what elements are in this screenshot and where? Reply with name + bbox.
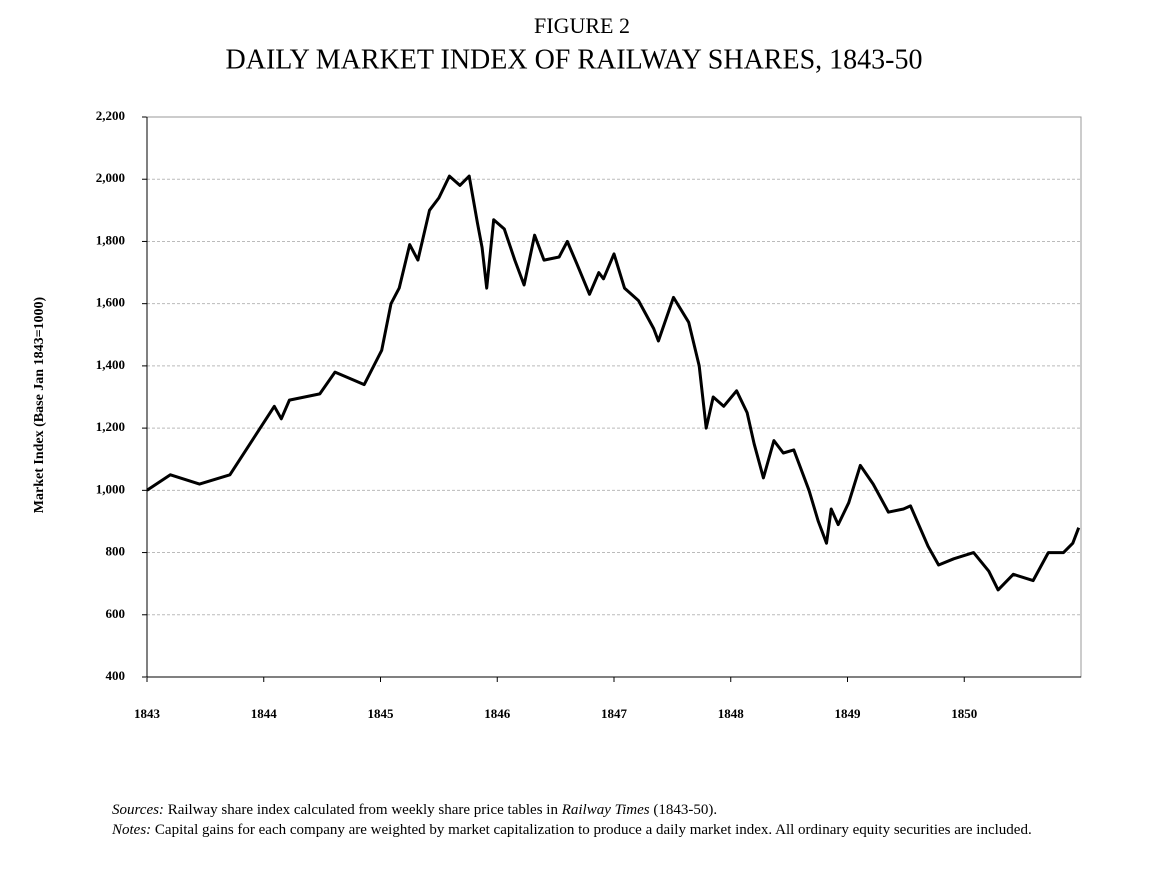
x-tick-label: 1848 (718, 706, 745, 721)
x-tick-label: 1849 (835, 706, 862, 721)
plot-frame (146, 116, 1082, 678)
x-tick-label: 1850 (951, 706, 977, 721)
y-tick-label: 1,200 (96, 419, 125, 434)
sources-text: Railway share index calculated from week… (167, 802, 558, 818)
index-line (146, 174, 1081, 592)
y-tick-label: 1,000 (96, 481, 125, 496)
sources: Sources: Railway share index calculated … (112, 800, 1132, 820)
x-tick-label: 1847 (601, 706, 628, 721)
y-tick-label: 400 (106, 668, 126, 683)
chart-subtitle: DAILY MARKET INDEX OF RAILWAY SHARES, 18… (226, 44, 923, 75)
y-tick-label: 1,800 (96, 232, 125, 247)
notes-label: Notes: (112, 822, 152, 838)
y-tick-label: 1,400 (96, 357, 125, 372)
x-tick-label: 1846 (484, 706, 511, 721)
x-tick-label: 1843 (134, 706, 161, 721)
y-axis-label: Market Index (Base Jan 1843=1000) (32, 296, 47, 513)
y-tick-label: 2,200 (96, 108, 125, 123)
y-tick-label: 2,000 (96, 170, 125, 185)
y-tick-label: 600 (106, 606, 126, 621)
x-tick-label: 1844 (251, 706, 278, 721)
sources-italic: Railway Times (561, 802, 650, 818)
sources-end: (1843-50). (653, 802, 718, 818)
y-tick-label: 1,600 (96, 295, 125, 310)
footnotes: Sources: Railway share index calculated … (112, 800, 1132, 840)
chart-title: FIGURE 2 (534, 13, 630, 38)
sources-label: Sources: (112, 802, 164, 818)
notes: Notes: Capital gains for each company ar… (112, 820, 1132, 840)
chart: FIGURE 2 DAILY MARKET INDEX OF RAILWAY S… (32, 13, 1082, 721)
notes-text: Capital gains for each company are weigh… (154, 822, 1032, 838)
x-tick-label: 1845 (368, 706, 395, 721)
y-tick-label: 800 (106, 544, 126, 559)
